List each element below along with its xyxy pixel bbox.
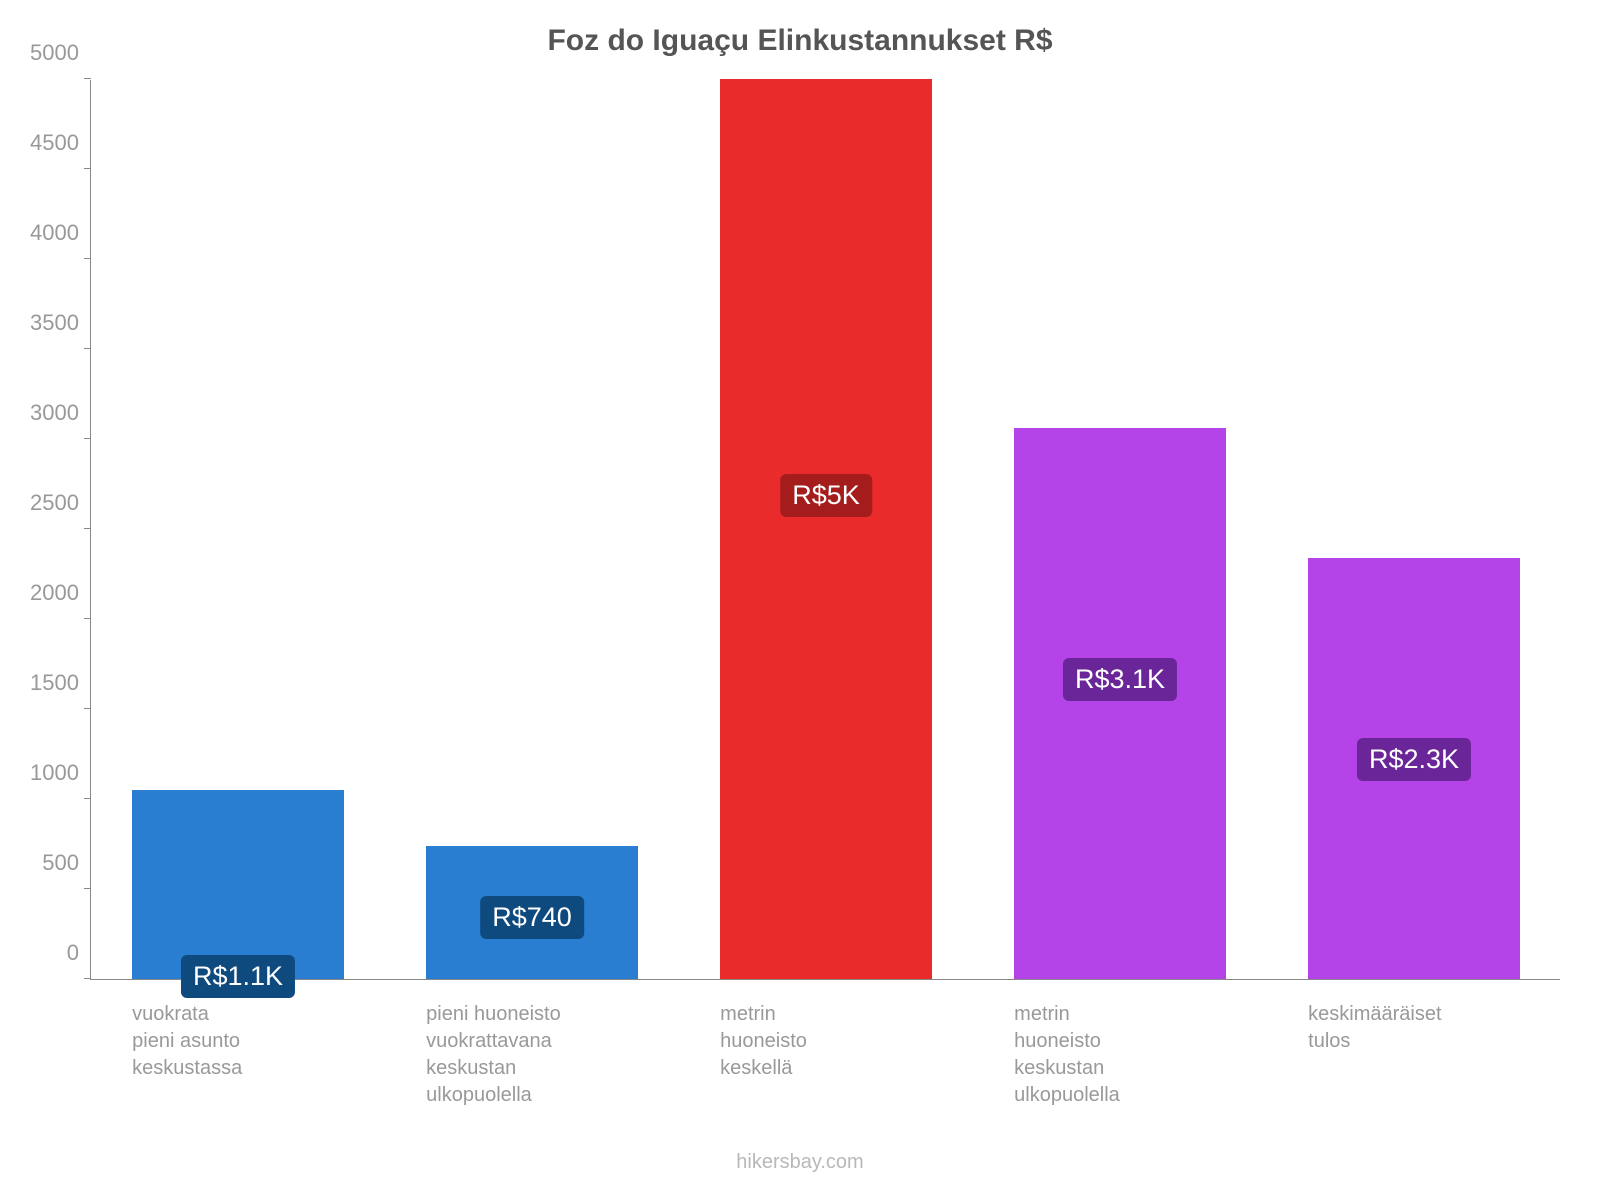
bar: R$2.3K	[1308, 558, 1520, 979]
bar: R$5K	[720, 79, 932, 979]
chart-footer: hikersbay.com	[0, 1151, 1600, 1174]
y-axis-tick-mark	[84, 798, 91, 799]
y-axis-tick-label: 5000	[30, 40, 91, 66]
y-axis-tick-mark	[84, 168, 91, 169]
y-axis-tick-mark	[84, 618, 91, 619]
y-axis-tick-mark	[84, 78, 91, 79]
y-axis-tick-label: 3000	[30, 400, 91, 426]
bar-value-label: R$3.1K	[1063, 658, 1177, 701]
y-axis-tick-label: 4000	[30, 220, 91, 246]
y-axis-tick-label: 1500	[30, 670, 91, 696]
bar-value-label: R$5K	[780, 474, 872, 517]
y-axis-tick-label: 0	[67, 940, 91, 966]
y-axis-tick-label: 2500	[30, 490, 91, 516]
y-axis-tick-label: 4500	[30, 130, 91, 156]
y-axis-tick-label: 2000	[30, 580, 91, 606]
bar-value-label: R$740	[480, 896, 584, 939]
bar: R$740	[426, 846, 638, 979]
y-axis-tick-mark	[84, 708, 91, 709]
chart-plot-area: R$1.1KR$740R$5KR$3.1KR$2.3K 050010001500…	[90, 80, 1560, 980]
y-axis-tick-mark	[84, 978, 91, 979]
bars-layer: R$1.1K R$740 R$5K R$3.1K R$2.3K	[91, 80, 1560, 979]
x-axis-category-label: keskimääräisettulos	[1308, 979, 1520, 1055]
x-axis-category-label: metrinhuoneistokeskellä	[720, 979, 932, 1082]
y-axis-tick-label: 500	[42, 850, 91, 876]
y-axis-tick-label: 3500	[30, 310, 91, 336]
y-axis-tick-mark	[84, 348, 91, 349]
y-axis-tick-mark	[84, 258, 91, 259]
bar-value-label: R$2.3K	[1357, 738, 1471, 781]
bar: R$3.1K	[1014, 428, 1226, 979]
y-axis-tick-mark	[84, 528, 91, 529]
x-axis-category-label: metrinhuoneistokeskustanulkopuolella	[1014, 979, 1226, 1109]
y-axis-tick-mark	[84, 438, 91, 439]
chart-title: Foz do Iguaçu Elinkustannukset R$	[0, 24, 1600, 58]
y-axis-tick-mark	[84, 888, 91, 889]
y-axis-tick-label: 1000	[30, 760, 91, 786]
chart-stage: Foz do Iguaçu Elinkustannukset R$ R$1.1K…	[0, 0, 1600, 1200]
x-axis-category-label: pieni huoneistovuokrattavanakeskustanulk…	[426, 979, 638, 1109]
bar: R$1.1K	[132, 790, 344, 979]
x-axis-category-label: vuokratapieni asuntokeskustassa	[132, 979, 344, 1082]
